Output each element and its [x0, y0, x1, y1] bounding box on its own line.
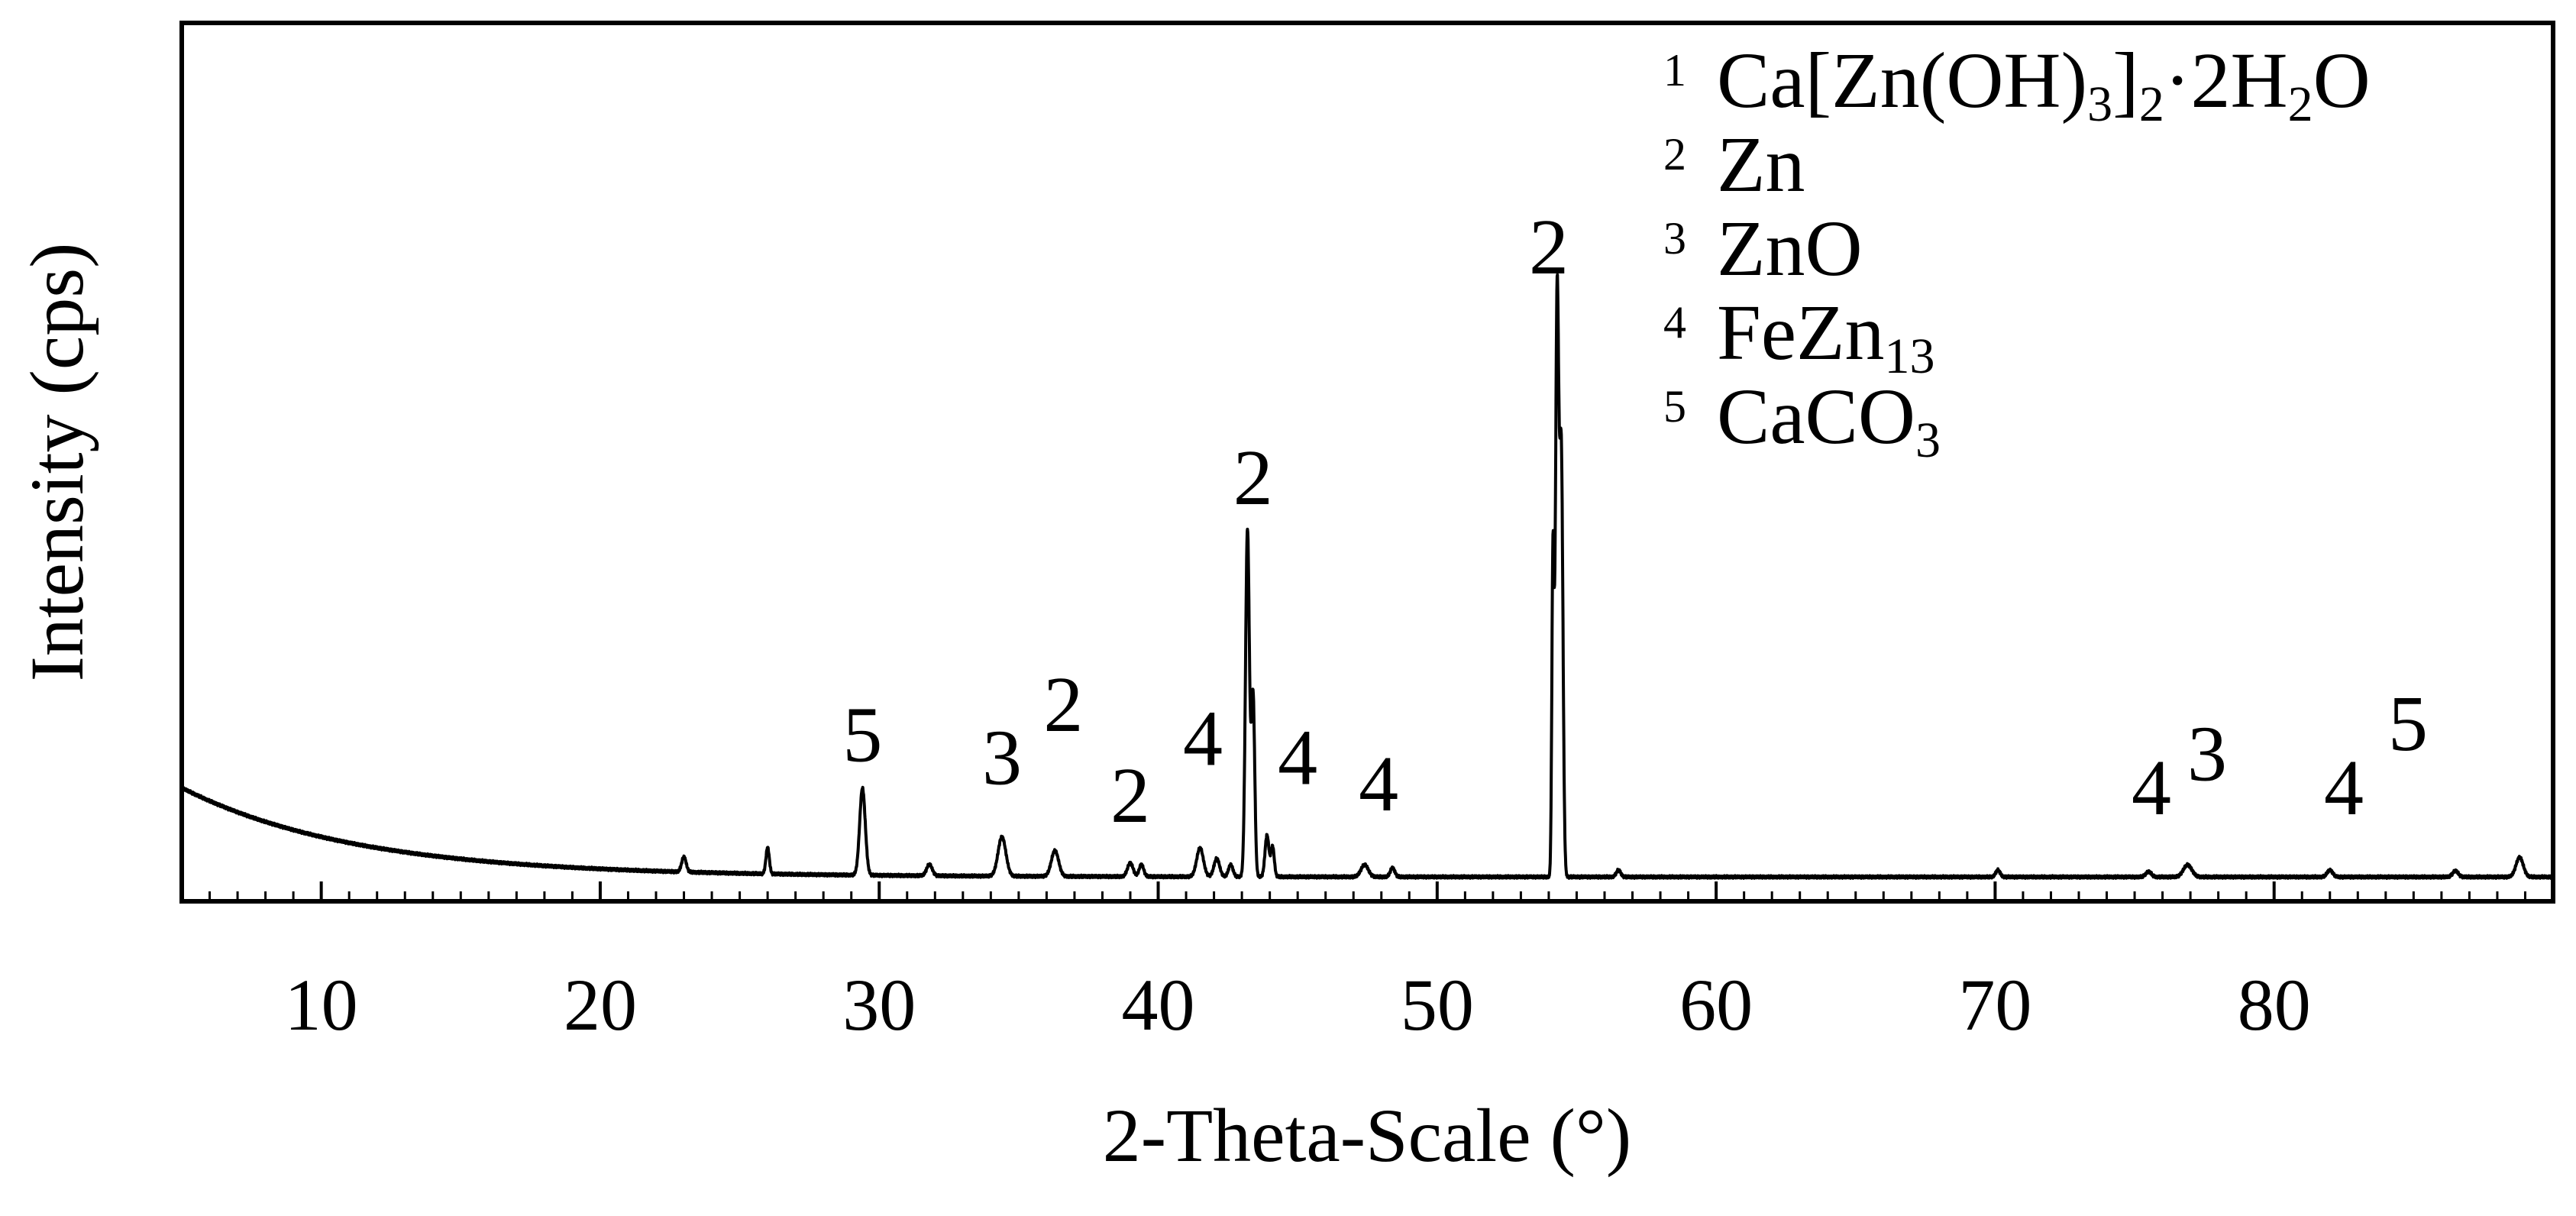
- legend-entry: ZnO: [1717, 205, 1863, 293]
- legend-number: 4: [1663, 297, 1686, 348]
- peak-label: 5: [842, 691, 882, 779]
- legend-number: 3: [1663, 213, 1686, 264]
- legend-entry: Zn: [1717, 121, 1805, 209]
- peak-label: 4: [1183, 695, 1223, 783]
- legend-entry: Ca[Zn(OH)3]2·2H2O: [1717, 37, 2371, 132]
- peak-label: 5: [2388, 680, 2428, 768]
- y-axis-title: Intensity (cps): [15, 243, 99, 682]
- x-tick-label: 60: [1679, 964, 1753, 1046]
- peak-label: 3: [2187, 710, 2227, 797]
- x-tick-label: 30: [842, 964, 916, 1046]
- legend-number: 1: [1663, 45, 1686, 95]
- x-tick-label: 70: [1958, 964, 2031, 1046]
- diffraction-trace: [180, 273, 2555, 880]
- peak-label: 2: [1233, 434, 1273, 522]
- x-minor-ticks: [180, 891, 2526, 901]
- phase-legend: 1 Ca[Zn(OH)3]2·2H2O 2 Zn 3 ZnO 4 FeZn13 5 CaCO3: [1663, 37, 2371, 468]
- plot-frame: [179, 21, 2555, 904]
- x-axis-title: 2-Theta-Scale (°): [1103, 1093, 1631, 1178]
- x-tick-label: 40: [1122, 964, 1195, 1046]
- peak-label: 4: [1278, 713, 1317, 801]
- peak-label: 4: [2324, 744, 2364, 832]
- peak-label: 4: [1359, 740, 1398, 828]
- legend-number: 2: [1663, 129, 1686, 179]
- x-tick-label: 80: [2238, 964, 2311, 1046]
- x-tick-label: 20: [564, 964, 637, 1046]
- peak-label: 2: [1529, 203, 1569, 291]
- x-tick-label: 50: [1401, 964, 1474, 1046]
- legend-entry: FeZn13: [1717, 289, 1935, 384]
- peak-label: 4: [2132, 744, 2171, 832]
- peak-label: 2: [1043, 661, 1083, 749]
- peak-label: 3: [982, 713, 1022, 801]
- x-major-ticks: [319, 881, 2276, 901]
- x-tick-labels: 10 20 30 40 50 60 70 80: [285, 964, 2311, 1046]
- legend-entry: CaCO3: [1717, 373, 1941, 468]
- x-tick-label: 10: [285, 964, 358, 1046]
- peak-label: 2: [1110, 752, 1150, 839]
- legend-number: 5: [1663, 381, 1686, 432]
